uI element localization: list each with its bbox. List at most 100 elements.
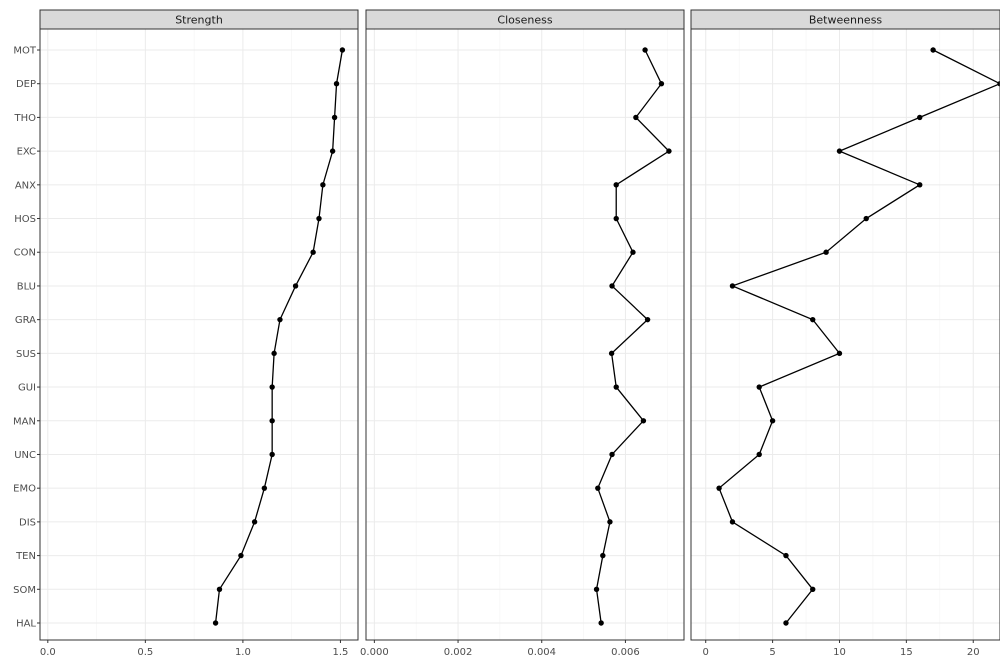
data-point-tho xyxy=(633,114,639,121)
data-point-gui xyxy=(613,384,619,390)
data-point-anx xyxy=(320,182,326,188)
data-point-mot xyxy=(930,47,936,53)
data-point-man xyxy=(269,418,275,424)
panel-strength: Strength 0.0 0.5 1.0 1.5 xyxy=(39,9,359,658)
data-point-unc xyxy=(269,451,275,458)
x-tick-label: 0.0 xyxy=(40,647,56,658)
panel-background xyxy=(39,28,359,641)
panel-border xyxy=(365,28,685,641)
data-point-gra xyxy=(277,316,283,323)
y-tick-label-ten: TEN xyxy=(15,551,36,562)
data-point-blu xyxy=(609,283,615,289)
data-point-dep xyxy=(333,81,340,87)
data-point-con xyxy=(310,249,316,255)
data-point-gui xyxy=(269,384,275,390)
data-point-emo xyxy=(261,485,268,491)
x-tick-label: 0.000 xyxy=(360,647,389,658)
y-tick-label-gra: GRA xyxy=(15,315,36,326)
panel-background xyxy=(690,28,1000,641)
data-point-dep xyxy=(658,81,665,87)
data-point-emo xyxy=(595,485,601,491)
x-tick-label: 0.004 xyxy=(527,647,556,658)
x-tick-label: 10 xyxy=(833,647,846,658)
data-point-con xyxy=(630,249,636,255)
series-line xyxy=(718,49,1000,624)
data-point-ten xyxy=(600,552,606,559)
data-point-sus xyxy=(608,350,615,357)
panel-border xyxy=(39,28,359,641)
x-tick-label: 5 xyxy=(769,647,775,658)
x-tick-label: 15 xyxy=(900,647,913,658)
y-tick-label-anx: ANX xyxy=(15,180,36,191)
data-point-gra xyxy=(810,316,816,323)
data-point-hal xyxy=(212,620,219,626)
data-point-exc xyxy=(836,148,843,154)
y-tick-label-emo: EMO xyxy=(13,484,36,495)
x-tick-label: 0.006 xyxy=(611,647,640,658)
x-tick-label: 20 xyxy=(967,647,980,658)
data-point-dep xyxy=(997,81,1000,87)
data-point-sus xyxy=(271,350,277,357)
data-point-hos xyxy=(613,215,619,222)
data-point-dis xyxy=(251,519,258,525)
data-point-exc xyxy=(666,148,672,154)
y-tick-label-gui: GUI xyxy=(18,383,36,394)
data-point-sus xyxy=(836,350,843,357)
plot-area xyxy=(40,29,358,640)
y-tick-label-sus: SUS xyxy=(16,349,36,360)
data-point-mot xyxy=(642,47,648,53)
data-point-emo xyxy=(716,485,722,491)
x-tick-label: 0.5 xyxy=(137,647,153,658)
x-tick-label: 0.002 xyxy=(444,647,473,658)
panel-title: Betweenness xyxy=(809,14,883,27)
x-tick-label: 1.0 xyxy=(235,647,251,658)
x-tick-label: 1.5 xyxy=(332,647,348,658)
y-tick-label-dis: DIS xyxy=(19,517,36,528)
data-point-anx xyxy=(917,182,923,188)
panel-title: Strength xyxy=(175,14,223,27)
y-tick-label-hal: HAL xyxy=(16,619,36,630)
data-point-unc xyxy=(756,451,762,458)
panel-betweenness: Betweenness 0 5 10 15 20 xyxy=(690,9,1000,658)
data-point-ten xyxy=(238,552,244,559)
data-point-tho xyxy=(917,114,923,121)
data-point-man xyxy=(769,418,776,424)
data-point-con xyxy=(823,249,829,255)
data-point-som xyxy=(216,586,223,592)
data-point-unc xyxy=(609,451,615,458)
y-tick-label-som: SOM xyxy=(13,585,36,596)
y-tick-label-exc: EXC xyxy=(17,147,36,158)
y-tick-label-con: CON xyxy=(14,248,36,259)
data-point-gra xyxy=(644,316,651,323)
data-point-hos xyxy=(316,215,322,222)
data-point-anx xyxy=(613,182,619,188)
data-point-som xyxy=(593,586,600,592)
data-point-dis xyxy=(607,519,613,525)
data-point-ten xyxy=(783,552,789,559)
data-point-hal xyxy=(783,620,789,626)
data-point-tho xyxy=(331,114,338,121)
data-point-gui xyxy=(756,384,762,390)
y-tick-label-dep: DEP xyxy=(16,79,36,90)
y-tick-label-man: MAN xyxy=(13,416,36,427)
data-point-mot xyxy=(339,47,346,53)
y-tick-label-blu: BLU xyxy=(17,281,36,292)
panel-border xyxy=(690,28,1000,641)
data-point-som xyxy=(810,586,816,592)
y-axis-labels: MOT DEP THO EXC ANX HOS CON BLU GRA SUS GUI MAN UNC E… xyxy=(13,46,40,630)
y-tick-label-hos: HOS xyxy=(14,214,36,225)
data-point-exc xyxy=(329,148,336,154)
panel-title: Closeness xyxy=(497,14,552,27)
data-point-blu xyxy=(729,283,736,289)
y-tick-label-mot: MOT xyxy=(13,46,36,57)
series-line xyxy=(595,49,670,624)
y-tick-label-tho: THO xyxy=(14,113,37,124)
data-point-man xyxy=(640,418,647,424)
plot-area xyxy=(366,29,684,640)
data-point-blu xyxy=(292,283,299,289)
series-line xyxy=(214,49,344,624)
data-point-dis xyxy=(729,519,736,525)
data-point-hos xyxy=(863,215,869,222)
plot-area xyxy=(691,29,1000,640)
